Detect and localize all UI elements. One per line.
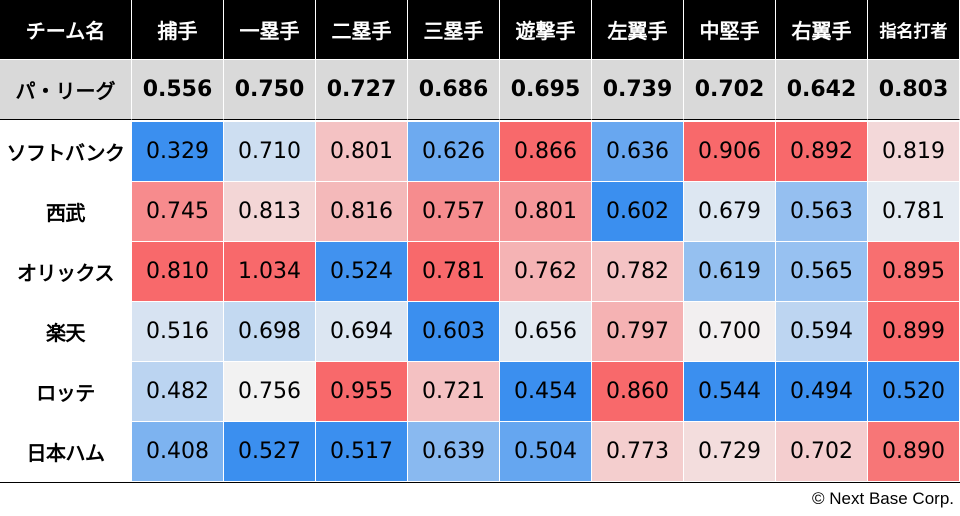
heatmap-cell: 0.694 [316,302,408,362]
heatmap-cell: 0.520 [868,362,960,422]
league-value-cell: 0.642 [776,60,868,120]
heatmap-cell: 0.565 [776,242,868,302]
heatmap-cell: 0.524 [316,242,408,302]
heatmap-cell: 0.656 [500,302,592,362]
heatmap-cell: 0.710 [224,122,316,182]
heatmap-cell: 0.781 [408,242,500,302]
league-row: パ・リーグ 0.556 0.750 0.727 0.686 0.695 0.739 0.702… [0,60,960,120]
team-label: ロッテ [0,362,132,422]
heatmap-cell: 0.626 [408,122,500,182]
heatmap-cell: 0.890 [868,422,960,482]
heatmap-cell: 0.454 [500,362,592,422]
heatmap-cell: 0.603 [408,302,500,362]
team-row: 楽天 0.516 0.698 0.694 0.603 0.656 0.797 0.700 0.5… [0,302,960,362]
heatmap-cell: 0.729 [684,422,776,482]
heatmap-cell: 0.639 [408,422,500,482]
team-row: ソフトバンク 0.329 0.710 0.801 0.626 0.866 0.636 0.90… [0,122,960,182]
heatmap-cell: 0.544 [684,362,776,422]
column-header: 中堅手 [684,0,776,60]
heatmap-cell: 0.895 [868,242,960,302]
column-header: 三塁手 [408,0,500,60]
heatmap-cell: 0.602 [592,182,684,242]
heatmap-cell: 0.782 [592,242,684,302]
heatmap-cell: 0.757 [408,182,500,242]
league-value-cell: 0.702 [684,60,776,120]
corner-header: チーム名 [0,0,132,60]
team-label: オリックス [0,242,132,302]
heatmap-cell: 1.034 [224,242,316,302]
bottom-rule [0,482,960,483]
section-gap [0,120,960,122]
heatmap-cell: 0.482 [132,362,224,422]
heatmap-cell: 0.745 [132,182,224,242]
team-row: 日本ハム 0.408 0.527 0.517 0.639 0.504 0.773 0.729 0… [0,422,960,482]
copyright-credit: © Next Base Corp. [812,489,954,508]
league-value-cell: 0.556 [132,60,224,120]
heatmap-cell: 0.813 [224,182,316,242]
heatmap-cell: 0.906 [684,122,776,182]
league-value-cell: 0.739 [592,60,684,120]
heatmap-cell: 0.494 [776,362,868,422]
heatmap-cell: 0.866 [500,122,592,182]
heatmap-cell: 0.517 [316,422,408,482]
team-row: ロッテ 0.482 0.756 0.955 0.721 0.454 0.860 0.544 0.… [0,362,960,422]
heatmap-cell: 0.955 [316,362,408,422]
league-value-cell: 0.686 [408,60,500,120]
heatmap-cell: 0.801 [316,122,408,182]
league-label: パ・リーグ [0,60,132,120]
header-row: チーム名 捕手 一塁手 二塁手 三塁手 遊撃手 左翼手 中堅手 右翼手 指名打者 [0,0,960,60]
team-label: 日本ハム [0,422,132,482]
heatmap-cell: 0.762 [500,242,592,302]
heatmap-cell: 0.899 [868,302,960,362]
heatmap-cell: 0.801 [500,182,592,242]
heatmap-cell: 0.636 [592,122,684,182]
team-label: 西武 [0,182,132,242]
heatmap-cell: 0.773 [592,422,684,482]
heatmap-cell: 0.619 [684,242,776,302]
column-header: 左翼手 [592,0,684,60]
heatmap-cell: 0.698 [224,302,316,362]
heatmap-cell: 0.721 [408,362,500,422]
heatmap-cell: 0.860 [592,362,684,422]
team-label: ソフトバンク [0,122,132,182]
column-header: 捕手 [132,0,224,60]
league-value-cell: 0.803 [868,60,960,120]
column-header: 一塁手 [224,0,316,60]
heatmap-cell: 0.700 [684,302,776,362]
heatmap-cell: 0.679 [684,182,776,242]
heatmap-cell: 0.797 [592,302,684,362]
heatmap-cell: 0.816 [316,182,408,242]
team-row: オリックス 0.810 1.034 0.524 0.781 0.762 0.782 0.619… [0,242,960,302]
heatmap-cell: 0.594 [776,302,868,362]
heatmap-cell: 0.408 [132,422,224,482]
heatmap-cell: 0.563 [776,182,868,242]
column-header: 遊撃手 [500,0,592,60]
column-header: 右翼手 [776,0,868,60]
heatmap-table: チーム名 捕手 一塁手 二塁手 三塁手 遊撃手 左翼手 中堅手 右翼手 指名打者 パ・リーグ 0.55… [0,0,960,482]
league-value-cell: 0.727 [316,60,408,120]
heatmap-cell: 0.527 [224,422,316,482]
heatmap-cell: 0.504 [500,422,592,482]
heatmap-cell: 0.781 [868,182,960,242]
heatmap-cell: 0.329 [132,122,224,182]
league-value-cell: 0.750 [224,60,316,120]
heatmap-cell: 0.810 [132,242,224,302]
heatmap-cell: 0.516 [132,302,224,362]
column-header: 二塁手 [316,0,408,60]
heatmap-cell: 0.702 [776,422,868,482]
team-label: 楽天 [0,302,132,362]
team-row: 西武 0.745 0.813 0.816 0.757 0.801 0.602 0.679 0.5… [0,182,960,242]
heatmap-cell: 0.892 [776,122,868,182]
column-header: 指名打者 [868,0,960,60]
league-value-cell: 0.695 [500,60,592,120]
heatmap-cell: 0.756 [224,362,316,422]
heatmap-cell: 0.819 [868,122,960,182]
